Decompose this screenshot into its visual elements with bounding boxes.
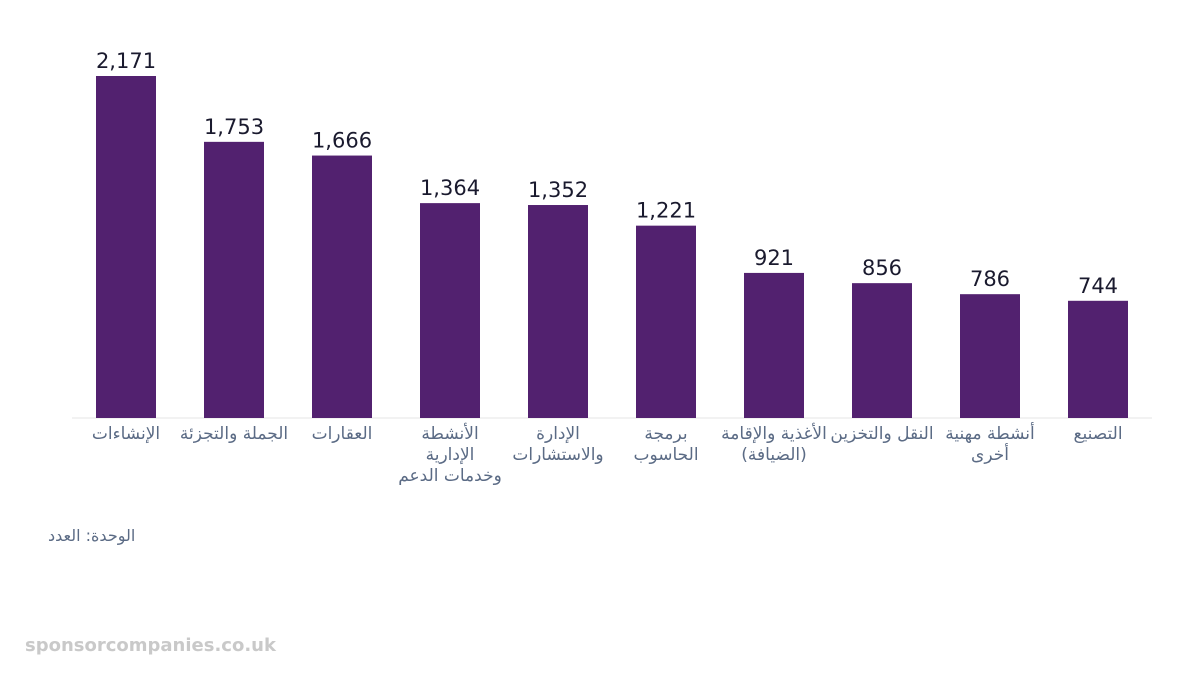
x-tick-label: الأغذية والإقامة (الضيافة)	[721, 424, 827, 465]
bar	[420, 203, 480, 418]
x-tick-label: الإنشاءات	[91, 424, 161, 444]
bar-value-label: 1,221	[636, 199, 696, 223]
bar	[528, 205, 588, 418]
bar-value-label: 744	[1078, 274, 1118, 298]
x-tick-label: التصنيع	[1073, 424, 1123, 444]
bar-value-label: 786	[970, 267, 1010, 291]
bar	[852, 283, 912, 418]
bar	[636, 225, 696, 418]
bar	[1068, 300, 1128, 418]
x-tick-label: الجملة والتجزئة	[179, 424, 289, 444]
value-labels-group: 2,171 1,753 1,666 1,364 1,352 1,221 921 856 786 7…	[96, 49, 1118, 298]
bar-value-label: 921	[754, 246, 794, 270]
bar	[960, 294, 1020, 418]
x-tick-label: أنشطة مهنية أخرى	[945, 424, 1035, 465]
bar	[312, 155, 372, 418]
bar-value-label: 1,753	[204, 115, 264, 139]
bars-group	[96, 76, 1128, 418]
bar-value-label: 1,364	[420, 176, 480, 200]
bar-value-label: 1,352	[528, 178, 588, 202]
unit-note: الوحدة: العدد	[48, 526, 136, 545]
x-tick-label: الإدارة والاستشارات	[512, 424, 604, 465]
bar	[204, 141, 264, 418]
bar-value-label: 1,666	[312, 129, 372, 153]
bar-value-label: 856	[862, 256, 902, 280]
bar	[744, 272, 804, 418]
bar-value-label: 2,171	[96, 49, 156, 73]
x-tick-label: النقل والتخزين	[830, 424, 934, 444]
x-tick-label: العقارات	[311, 424, 373, 444]
watermark: sponsorcompanies.co.uk	[25, 635, 276, 656]
x-tick-label: الأنشطة الإدارية وخدمات الدعم	[398, 424, 502, 486]
bar	[96, 76, 156, 418]
x-tick-label: برمجة الحاسوب	[633, 424, 699, 465]
